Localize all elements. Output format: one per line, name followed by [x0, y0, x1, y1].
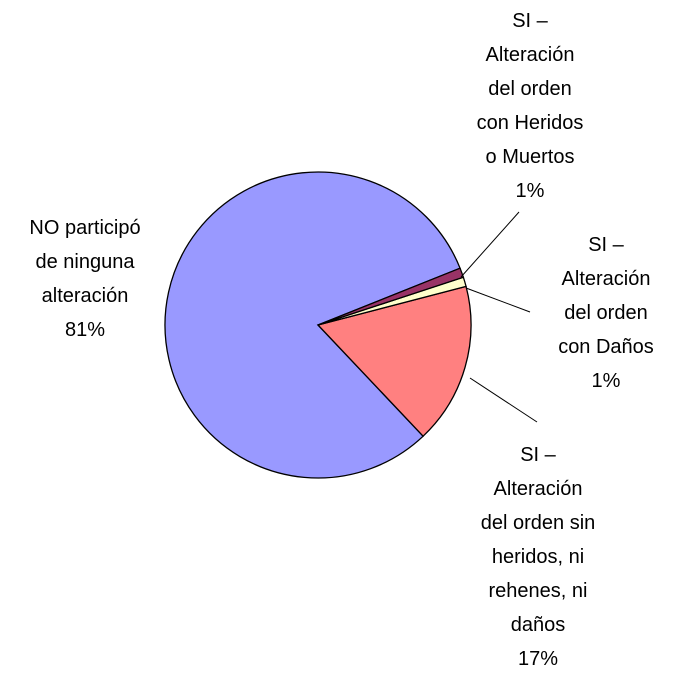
- slice-label: NO participó de ninguna alteración 81%: [28, 211, 143, 347]
- value-label: 81%: [64, 319, 106, 341]
- slice-label: SI – Alteración del orden sin heridos, n…: [480, 438, 597, 676]
- leader-line: [469, 377, 538, 423]
- category-label: SI – Alteración del orden con Heridos o …: [476, 10, 584, 168]
- leader-line: [460, 211, 520, 278]
- value-label: 17%: [517, 648, 559, 670]
- pie-slice: [164, 171, 461, 479]
- value-label: 1%: [591, 370, 621, 392]
- slice-label: SI – Alteración del orden con Heridos o …: [474, 4, 586, 208]
- value-label: 1%: [515, 180, 545, 202]
- category-label: NO participó de ninguna alteración: [29, 217, 141, 307]
- category-label: SI – Alteración del orden sin heridos, n…: [480, 444, 596, 636]
- pie-slice: [316, 285, 472, 438]
- leader-line: [465, 287, 531, 313]
- slice-label: SI – Alteración del orden con Daños 1%: [551, 228, 661, 398]
- category-label: SI – Alteración del orden con Daños: [558, 234, 654, 358]
- pie-slice: [317, 267, 465, 326]
